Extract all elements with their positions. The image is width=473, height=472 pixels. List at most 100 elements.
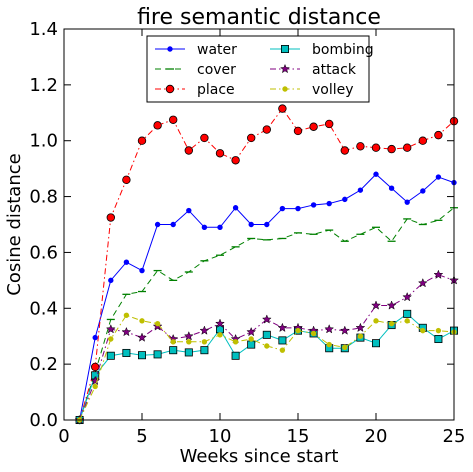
data-point-water [201, 224, 208, 230]
chart-title: fire semantic distance [137, 5, 381, 30]
data-point-place [215, 149, 225, 158]
legend-item-place: place [155, 82, 235, 98]
legend-marker [280, 45, 289, 54]
data-point-bombing [403, 309, 412, 318]
data-point-water [326, 200, 332, 207]
data-point-water [92, 334, 98, 341]
legend-item-bombing: bombing [270, 42, 374, 58]
data-point-bombing [231, 351, 240, 360]
legend-marker [282, 86, 288, 92]
series-line-place [79, 107, 455, 421]
data-point-bombing [184, 348, 193, 357]
series-line-bombing [79, 313, 455, 421]
data-point-place [231, 156, 240, 165]
series-line-water [79, 173, 455, 421]
data-point-place [106, 213, 115, 222]
y-tick-label: 1.4 [29, 19, 58, 40]
data-point-water [108, 277, 114, 284]
data-point-water [404, 199, 410, 205]
data-point-volley [92, 383, 98, 390]
data-point-water [420, 188, 426, 194]
data-point-water [232, 205, 239, 211]
data-point-bombing [247, 340, 256, 349]
legend-marker [165, 84, 175, 94]
data-point-attack [121, 326, 132, 337]
data-point-water [279, 205, 286, 212]
data-point-place [184, 146, 193, 155]
series-place [75, 104, 459, 425]
data-point-water [154, 221, 161, 228]
data-point-volley [404, 318, 410, 324]
data-point-attack [90, 375, 101, 386]
data-point-place [356, 142, 365, 151]
y-tick-label: 0.4 [29, 298, 58, 319]
series-volley [76, 312, 457, 423]
x-axis-label: Weeks since start [180, 446, 339, 467]
data-point-bombing [153, 350, 162, 359]
data-point-place [403, 143, 412, 152]
data-point-volley [123, 312, 130, 318]
y-axis-label: Cosine distance [4, 153, 25, 295]
data-point-bombing [278, 336, 287, 345]
ticks-layer: 0 5 10 15 20 25 0.0 0.2 0.4 0.6 0.8 1.0 1.2 1.4 [29, 19, 465, 447]
data-point-bombing [169, 346, 178, 355]
data-point-attack [417, 277, 428, 288]
data-point-attack [199, 325, 210, 335]
legend-item-volley: volley [270, 82, 354, 98]
data-point-volley [264, 343, 270, 349]
legend-label: attack [312, 62, 357, 78]
data-point-bombing [106, 351, 115, 360]
data-point-bombing [434, 335, 443, 344]
data-point-attack [386, 300, 397, 310]
plot-frame [63, 28, 455, 421]
data-point-place [168, 115, 178, 124]
y-tick-label: 0.6 [29, 242, 58, 263]
data-point-volley [357, 333, 364, 339]
data-point-volley [139, 318, 145, 324]
y-tick-label: 0.2 [29, 354, 58, 375]
data-point-bombing [371, 339, 380, 348]
data-point-volley [373, 318, 379, 324]
data-point-volley [248, 336, 254, 342]
data-point-place [434, 130, 443, 140]
data-point-volley [310, 330, 317, 337]
series-bombing [75, 309, 458, 424]
legend-label: water [197, 42, 237, 58]
y-tick-label: 1.0 [29, 131, 58, 152]
data-point-water [373, 171, 379, 177]
x-tick-label: 0 [58, 426, 69, 447]
data-point-attack [402, 291, 413, 302]
x-tick-label: 5 [136, 426, 147, 447]
data-point-place [137, 136, 147, 145]
data-point-place [309, 122, 318, 131]
data-point-water [123, 259, 130, 265]
data-point-volley [170, 339, 176, 345]
legend-item-water: water [155, 42, 237, 58]
data-point-attack [261, 314, 272, 324]
data-point-attack [339, 325, 350, 335]
data-point-bombing [122, 348, 131, 357]
data-point-attack [105, 324, 116, 334]
data-point-volley [108, 336, 114, 342]
data-point-volley [435, 327, 442, 334]
data-point-water [186, 207, 192, 214]
legend-item-attack: attack [270, 62, 357, 78]
series-cover [75, 207, 458, 421]
data-point-attack [277, 322, 288, 333]
data-point-bombing [200, 346, 209, 355]
data-point-place [387, 144, 396, 154]
series-layer [74, 104, 459, 425]
data-point-attack [183, 331, 194, 341]
x-tick-label: 15 [287, 426, 310, 447]
data-point-attack [433, 269, 444, 279]
data-point-place [293, 126, 303, 136]
legend: water cover place bombing attack volley [146, 35, 374, 103]
data-point-attack [246, 326, 257, 337]
data-point-bombing [137, 351, 146, 360]
data-point-bombing [262, 330, 271, 339]
y-tick-label: 0.0 [29, 410, 58, 431]
x-tick-label: 10 [209, 426, 232, 447]
data-point-water [248, 221, 254, 228]
